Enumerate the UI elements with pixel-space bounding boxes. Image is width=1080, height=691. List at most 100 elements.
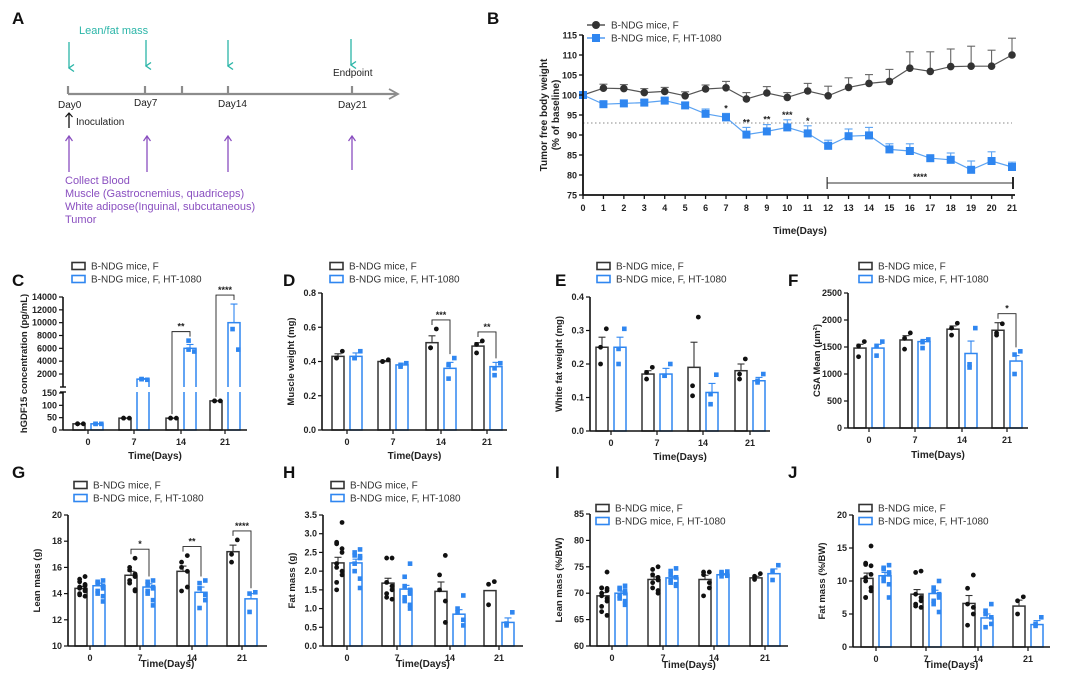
- y-tick-label: 20: [837, 510, 847, 520]
- data-point: [783, 123, 792, 132]
- y-tick-label: 6000: [37, 343, 57, 353]
- legend-swatch: [71, 261, 86, 271]
- x-tick-label: 7: [654, 438, 659, 448]
- data-point: [965, 622, 970, 628]
- data-point: [212, 398, 217, 404]
- data-point: [179, 565, 184, 570]
- data-point: [442, 553, 448, 558]
- data-point: [926, 337, 931, 342]
- x-tick-label: 0: [344, 653, 349, 663]
- x-tick-label: 21: [494, 653, 504, 663]
- data-point: [885, 77, 894, 86]
- data-point: [725, 573, 730, 579]
- data-point: [763, 89, 771, 97]
- panel-label-c: C: [12, 271, 24, 290]
- data-point: [719, 574, 724, 579]
- data-point: [334, 565, 340, 570]
- bar: [659, 373, 673, 432]
- data-point: [905, 147, 914, 155]
- data-point: [650, 572, 656, 578]
- significance-label: ****: [218, 285, 233, 295]
- data-point: [339, 568, 345, 574]
- bar: [483, 589, 497, 647]
- data-point: [1039, 615, 1044, 620]
- data-point: [474, 350, 479, 356]
- y-tick-label: 3.0: [304, 529, 317, 539]
- axis-break-gap: [64, 387, 248, 392]
- data-point: [437, 587, 442, 593]
- x-tick-label: 21: [237, 653, 247, 663]
- legend-swatch: [596, 274, 611, 284]
- legend-label: B-NDG mice, F: [350, 481, 418, 492]
- data-point: [706, 569, 712, 575]
- y-tick-label: 16: [52, 562, 62, 572]
- data-point: [455, 610, 460, 615]
- data-point: [668, 580, 673, 585]
- data-point: [690, 383, 695, 389]
- data-point: [339, 348, 345, 354]
- collect-line: White adipose(Inguinal, subcutaneous): [65, 201, 255, 213]
- bar: [176, 570, 190, 647]
- y-tick-label: 80: [574, 535, 584, 545]
- x-axis-title: Time(Days): [653, 452, 707, 463]
- data-point: [357, 585, 363, 591]
- data-point: [358, 348, 363, 354]
- data-point: [486, 581, 491, 587]
- y-tick-label: 5: [842, 609, 847, 619]
- bar: [687, 366, 701, 432]
- data-point: [755, 380, 760, 385]
- data-point: [334, 587, 340, 593]
- data-point: [95, 580, 100, 586]
- data-point: [599, 84, 608, 92]
- bar: [331, 355, 345, 431]
- panel-g-chart: G 10 12 14 16 18 20 0 7 14 21 Time(Days) Lean mass (…: [12, 463, 267, 670]
- data-point: [100, 586, 106, 591]
- y-tick-label: 85: [567, 151, 577, 161]
- x-tick-label: 14: [698, 438, 708, 448]
- data-point: [1015, 611, 1020, 617]
- data-point: [931, 588, 936, 594]
- data-point: [127, 567, 133, 573]
- x-axis-title: Time(Days): [388, 451, 442, 462]
- x-tick-label: 7: [390, 437, 395, 447]
- data-point: [75, 421, 80, 427]
- data-point: [918, 605, 924, 610]
- data-point: [461, 593, 466, 598]
- y-tick-label: 15: [837, 543, 847, 553]
- x-tick-label: 19: [966, 203, 976, 213]
- data-point: [145, 377, 150, 383]
- legend-swatch: [595, 503, 610, 513]
- bar: [752, 380, 766, 432]
- data-point: [77, 579, 83, 585]
- data-point: [861, 339, 867, 344]
- y-tick-label: 0.3: [571, 326, 584, 336]
- data-point: [970, 572, 976, 578]
- legend-swatch: [330, 480, 345, 490]
- data-point: [100, 583, 106, 589]
- bar: [991, 329, 1005, 429]
- bar: [425, 341, 439, 431]
- data-point: [999, 321, 1005, 327]
- data-point: [913, 591, 919, 597]
- collection-arrows: [69, 136, 352, 172]
- data-point: [384, 579, 390, 585]
- data-point: [428, 345, 433, 351]
- data-point: [868, 563, 874, 569]
- data-point: [247, 591, 252, 596]
- data-point: [479, 338, 485, 344]
- data-point: [803, 87, 812, 95]
- data-point: [722, 113, 730, 122]
- panel-label-d: D: [283, 271, 295, 290]
- x-tick-label: 12: [823, 203, 833, 213]
- legend-swatch: [329, 261, 344, 271]
- data-point: [902, 346, 907, 352]
- data-point: [82, 583, 88, 589]
- data-point: [622, 590, 628, 596]
- data-point: [946, 155, 955, 164]
- y-tick-label: 150: [42, 388, 57, 398]
- significance-bracket: [997, 313, 1017, 348]
- y-axis-title: Fat mass (g): [287, 553, 298, 609]
- timeline-axis: [66, 86, 400, 100]
- data-point: [706, 585, 712, 591]
- data-point: [701, 572, 706, 578]
